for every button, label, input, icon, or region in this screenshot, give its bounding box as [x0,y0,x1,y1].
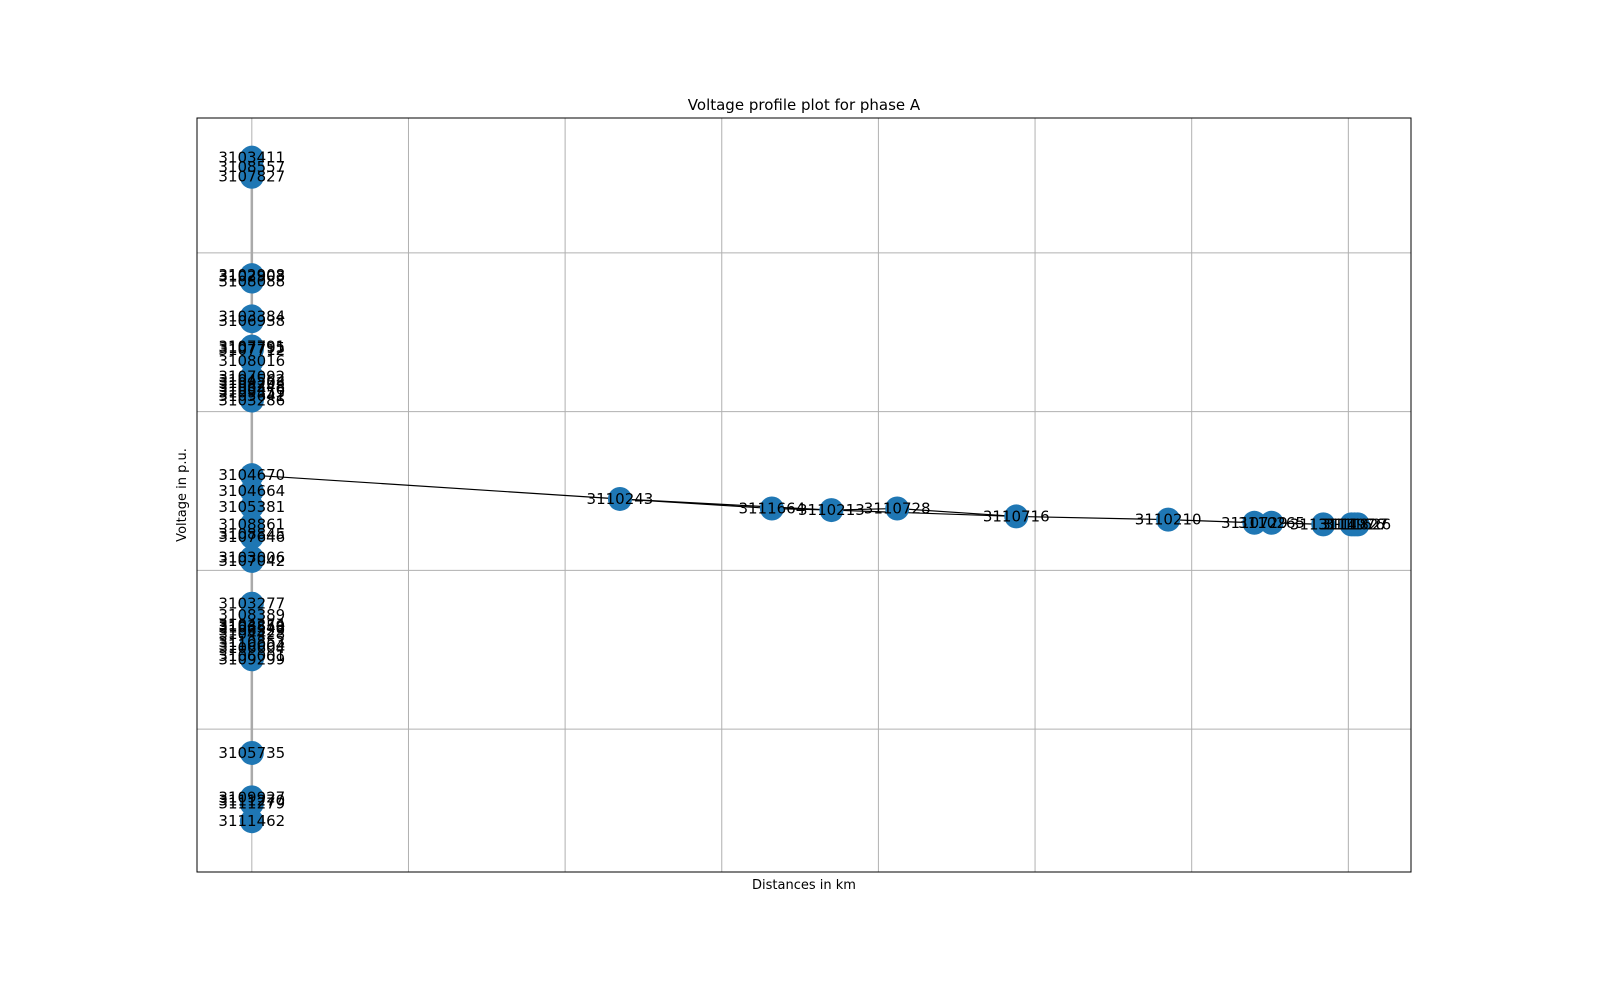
node-label-3108861: 3108861 [218,515,285,533]
edge-3104670-3110243 [251,474,620,500]
node-3113114 [1311,512,1336,537]
node-3103286 [239,388,264,413]
node-label-3103384: 3103384 [218,307,285,325]
node-label-3107795: 3107795 [218,339,285,357]
node-3111664 [759,496,784,521]
node-3109299 [239,647,264,672]
node-label-3108845: 3108845 [218,525,285,543]
node-label-3104562: 3104562 [218,371,285,389]
node-label-3104664: 3104664 [218,482,285,500]
node-label-3106001: 3106001 [218,647,285,665]
grid-lines [197,118,1411,872]
node-3110243 [607,486,632,511]
node-label-3109299: 3109299 [218,650,285,668]
node-3111462 [239,809,264,834]
node-3105381 [239,494,264,519]
node-label-3105641: 3105641 [218,387,285,405]
node-label-3109927: 3109927 [218,788,285,806]
node-3111279 [239,791,264,816]
node-label-3103277: 3103277 [218,595,285,613]
node-label-3107827: 3107827 [218,168,285,186]
node-3110210 [1156,507,1181,532]
node-label-3105476: 3105476 [218,380,285,398]
node-label-3107092: 3107092 [218,368,285,386]
node-label-3105381: 3105381 [218,498,285,516]
node-label-3103286: 3103286 [218,392,285,410]
node-label-3110243: 3110243 [587,490,654,508]
node-3108088 [239,269,264,294]
node-label-3104670: 3104670 [218,466,285,484]
node-3110728 [885,496,910,521]
node-label-3107712: 3107712 [218,341,285,359]
node-3110729 [1242,510,1267,535]
node-label-3110729: 3110729 [1221,514,1288,532]
node-label-3108389: 3108389 [218,606,285,624]
node-label-3111827: 3111827 [1321,515,1388,533]
node-label-3111664: 3111664 [738,499,805,517]
node-3110716 [1004,504,1029,529]
node-label-3106938: 3106938 [218,312,285,330]
node-label-3104428: 3104428 [218,625,285,643]
node-label-3110265: 3110265 [1238,514,1305,532]
node-label-3110213: 3110213 [798,501,865,519]
node-label-3102903: 3102903 [218,268,285,286]
node-label-3110853: 3110853 [218,633,285,651]
edge-3110210-3110729 [1168,519,1255,524]
node-label-3110716: 3110716 [983,507,1050,525]
node-label-3111626: 3111626 [1324,515,1391,533]
node-3106938 [239,309,264,334]
node-label-3107042: 3107042 [218,552,285,570]
node-label-3109355: 3109355 [218,384,285,402]
node-label-3108016: 3108016 [218,352,285,370]
node-3107042 [239,548,264,573]
node-label-3108088: 3108088 [218,272,285,290]
node-label-3113114: 3113114 [1290,515,1357,533]
node-3111626 [1345,512,1370,537]
node-3110265 [1259,510,1284,535]
node-3105735 [239,740,264,765]
node-labels: 3103411310855731078273102908310290331080… [218,149,1391,831]
x-axis-label: Distances in km [752,878,856,893]
node-3107646 [239,525,264,550]
edge-3110716-3110210 [1016,515,1169,521]
node-label-3110004: 3110004 [218,636,285,654]
plot-frame [196,117,1412,873]
node-label-3110728: 3110728 [864,499,931,517]
node-label-3110210: 3110210 [1135,511,1202,529]
node-label-3103006: 3103006 [218,549,285,567]
node-label-3105735: 3105735 [218,744,285,762]
node-label-3109203: 3109203 [218,374,285,392]
node-label-3106329: 3106329 [218,622,285,640]
node-label-3111279: 3111279 [218,795,285,813]
node-label-3104274: 3104274 [218,615,285,633]
node-label-3103411: 3103411 [218,149,285,167]
node-label-3108557: 3108557 [218,158,285,176]
node-label-3106248: 3106248 [218,377,285,395]
node-label-3103859: 3103859 [218,617,285,635]
node-label-3111462: 3111462 [218,812,285,830]
chart-title: Voltage profile plot for phase A [688,96,921,114]
node-label-3107646: 3107646 [218,528,285,546]
node-label-3106548: 3106548 [218,619,285,637]
node-3107827 [239,164,264,189]
node-label-3106604: 3106604 [218,639,285,657]
node-label-3102908: 3102908 [218,266,285,284]
y-axis-label: Voltage in p.u. [175,448,190,542]
nodes [239,145,1370,834]
node-label-3111270: 3111270 [218,792,285,810]
edge-3110213-3110716 [831,509,1017,518]
node-label-3107791: 3107791 [218,338,285,356]
node-label-3111976: 3111976 [1318,515,1385,533]
node-3110213 [819,498,844,523]
edge-3110728-3110716 [897,507,1017,518]
edge-3110243-3110213 [619,498,832,511]
